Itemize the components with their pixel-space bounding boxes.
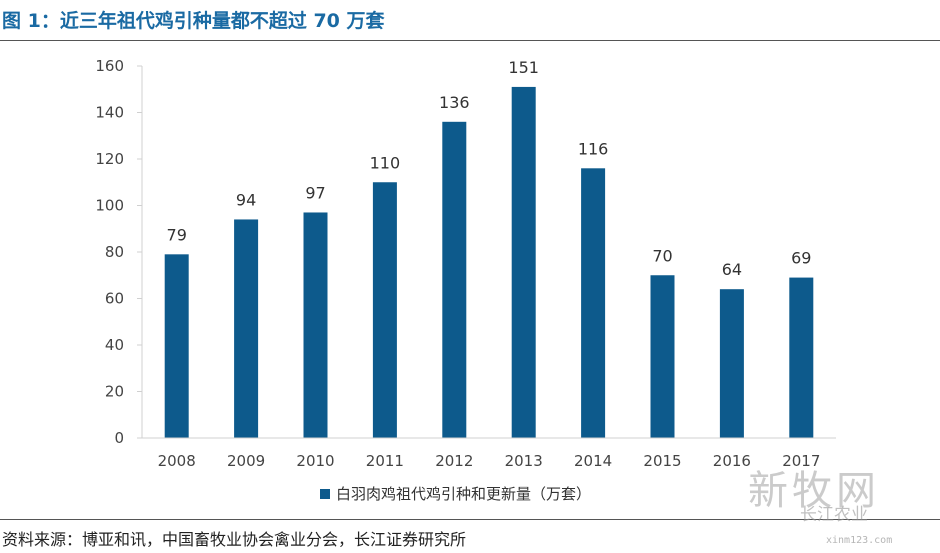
figure-title: 图 1：近三年祖代鸡引种量都不超过 70 万套 <box>2 10 385 32</box>
watermark-logo: 新牧网 <box>748 468 880 514</box>
bar-2015 <box>650 275 675 438</box>
bar-2016 <box>719 289 744 438</box>
y-tick-label: 140 <box>95 104 124 122</box>
y-tick-label: 80 <box>105 243 124 261</box>
bar-2017 <box>789 277 814 438</box>
data-label-2015: 70 <box>652 246 672 265</box>
bar-2014 <box>581 168 606 439</box>
x-tick-label: 2010 <box>296 452 334 470</box>
watermark-url: xinm123.com <box>826 535 893 546</box>
x-axis: 2008 2009 2010 2011 2012 2013 2014 2015 2016 2017 <box>142 437 836 470</box>
bottom-rule <box>0 519 940 520</box>
data-label-2009: 94 <box>236 190 256 209</box>
y-tick-label: 40 <box>105 336 124 354</box>
x-tick-label: 2016 <box>713 452 751 470</box>
x-tick-label: 2013 <box>505 452 543 470</box>
source-note: 资料来源：博亚和讯，中国畜牧业协会禽业分会，长江证券研究所 <box>2 530 467 549</box>
bars: 79 94 97 110 136 151 116 70 64 69 <box>164 58 814 439</box>
bar-2012 <box>442 121 467 439</box>
y-tick-label: 20 <box>105 383 124 401</box>
bar-2013 <box>511 86 536 439</box>
data-label-2013: 151 <box>508 58 539 77</box>
data-label-2011: 110 <box>370 153 401 172</box>
y-tick-label: 0 <box>114 429 124 447</box>
x-tick-label: 2017 <box>782 452 820 470</box>
y-axis: 0 20 40 60 80 100 120 140 160 <box>95 57 143 447</box>
legend: 白羽肉鸡祖代鸡引种和更新量（万套） <box>320 485 591 503</box>
bar-chart: 0 20 40 60 80 100 120 140 160 79 94 97 110 136 151 116… <box>95 57 836 503</box>
x-tick-label: 2008 <box>158 452 196 470</box>
y-tick-label: 100 <box>95 197 124 215</box>
watermark-subtitle: 长江农业 <box>800 505 868 525</box>
legend-swatch <box>320 489 330 499</box>
y-tick-label: 160 <box>95 57 124 75</box>
x-tick-label: 2015 <box>643 452 681 470</box>
bar-2008 <box>164 254 189 438</box>
y-tick-label: 60 <box>105 290 124 308</box>
y-tick-label: 120 <box>95 150 124 168</box>
bar-2009 <box>234 219 259 438</box>
data-label-2016: 64 <box>722 260 742 279</box>
legend-label: 白羽肉鸡祖代鸡引种和更新量（万套） <box>336 485 591 503</box>
x-tick-label: 2009 <box>227 452 265 470</box>
data-label-2017: 69 <box>791 249 811 268</box>
x-tick-label: 2011 <box>366 452 404 470</box>
data-label-2012: 136 <box>439 93 470 112</box>
bar-2011 <box>372 182 397 438</box>
data-label-2014: 116 <box>578 139 609 158</box>
x-tick-label: 2014 <box>574 452 612 470</box>
data-label-2010: 97 <box>305 183 325 202</box>
bar-2010 <box>303 212 328 438</box>
x-tick-label: 2012 <box>435 452 473 470</box>
data-label-2008: 79 <box>167 225 187 244</box>
top-rule <box>0 40 940 41</box>
